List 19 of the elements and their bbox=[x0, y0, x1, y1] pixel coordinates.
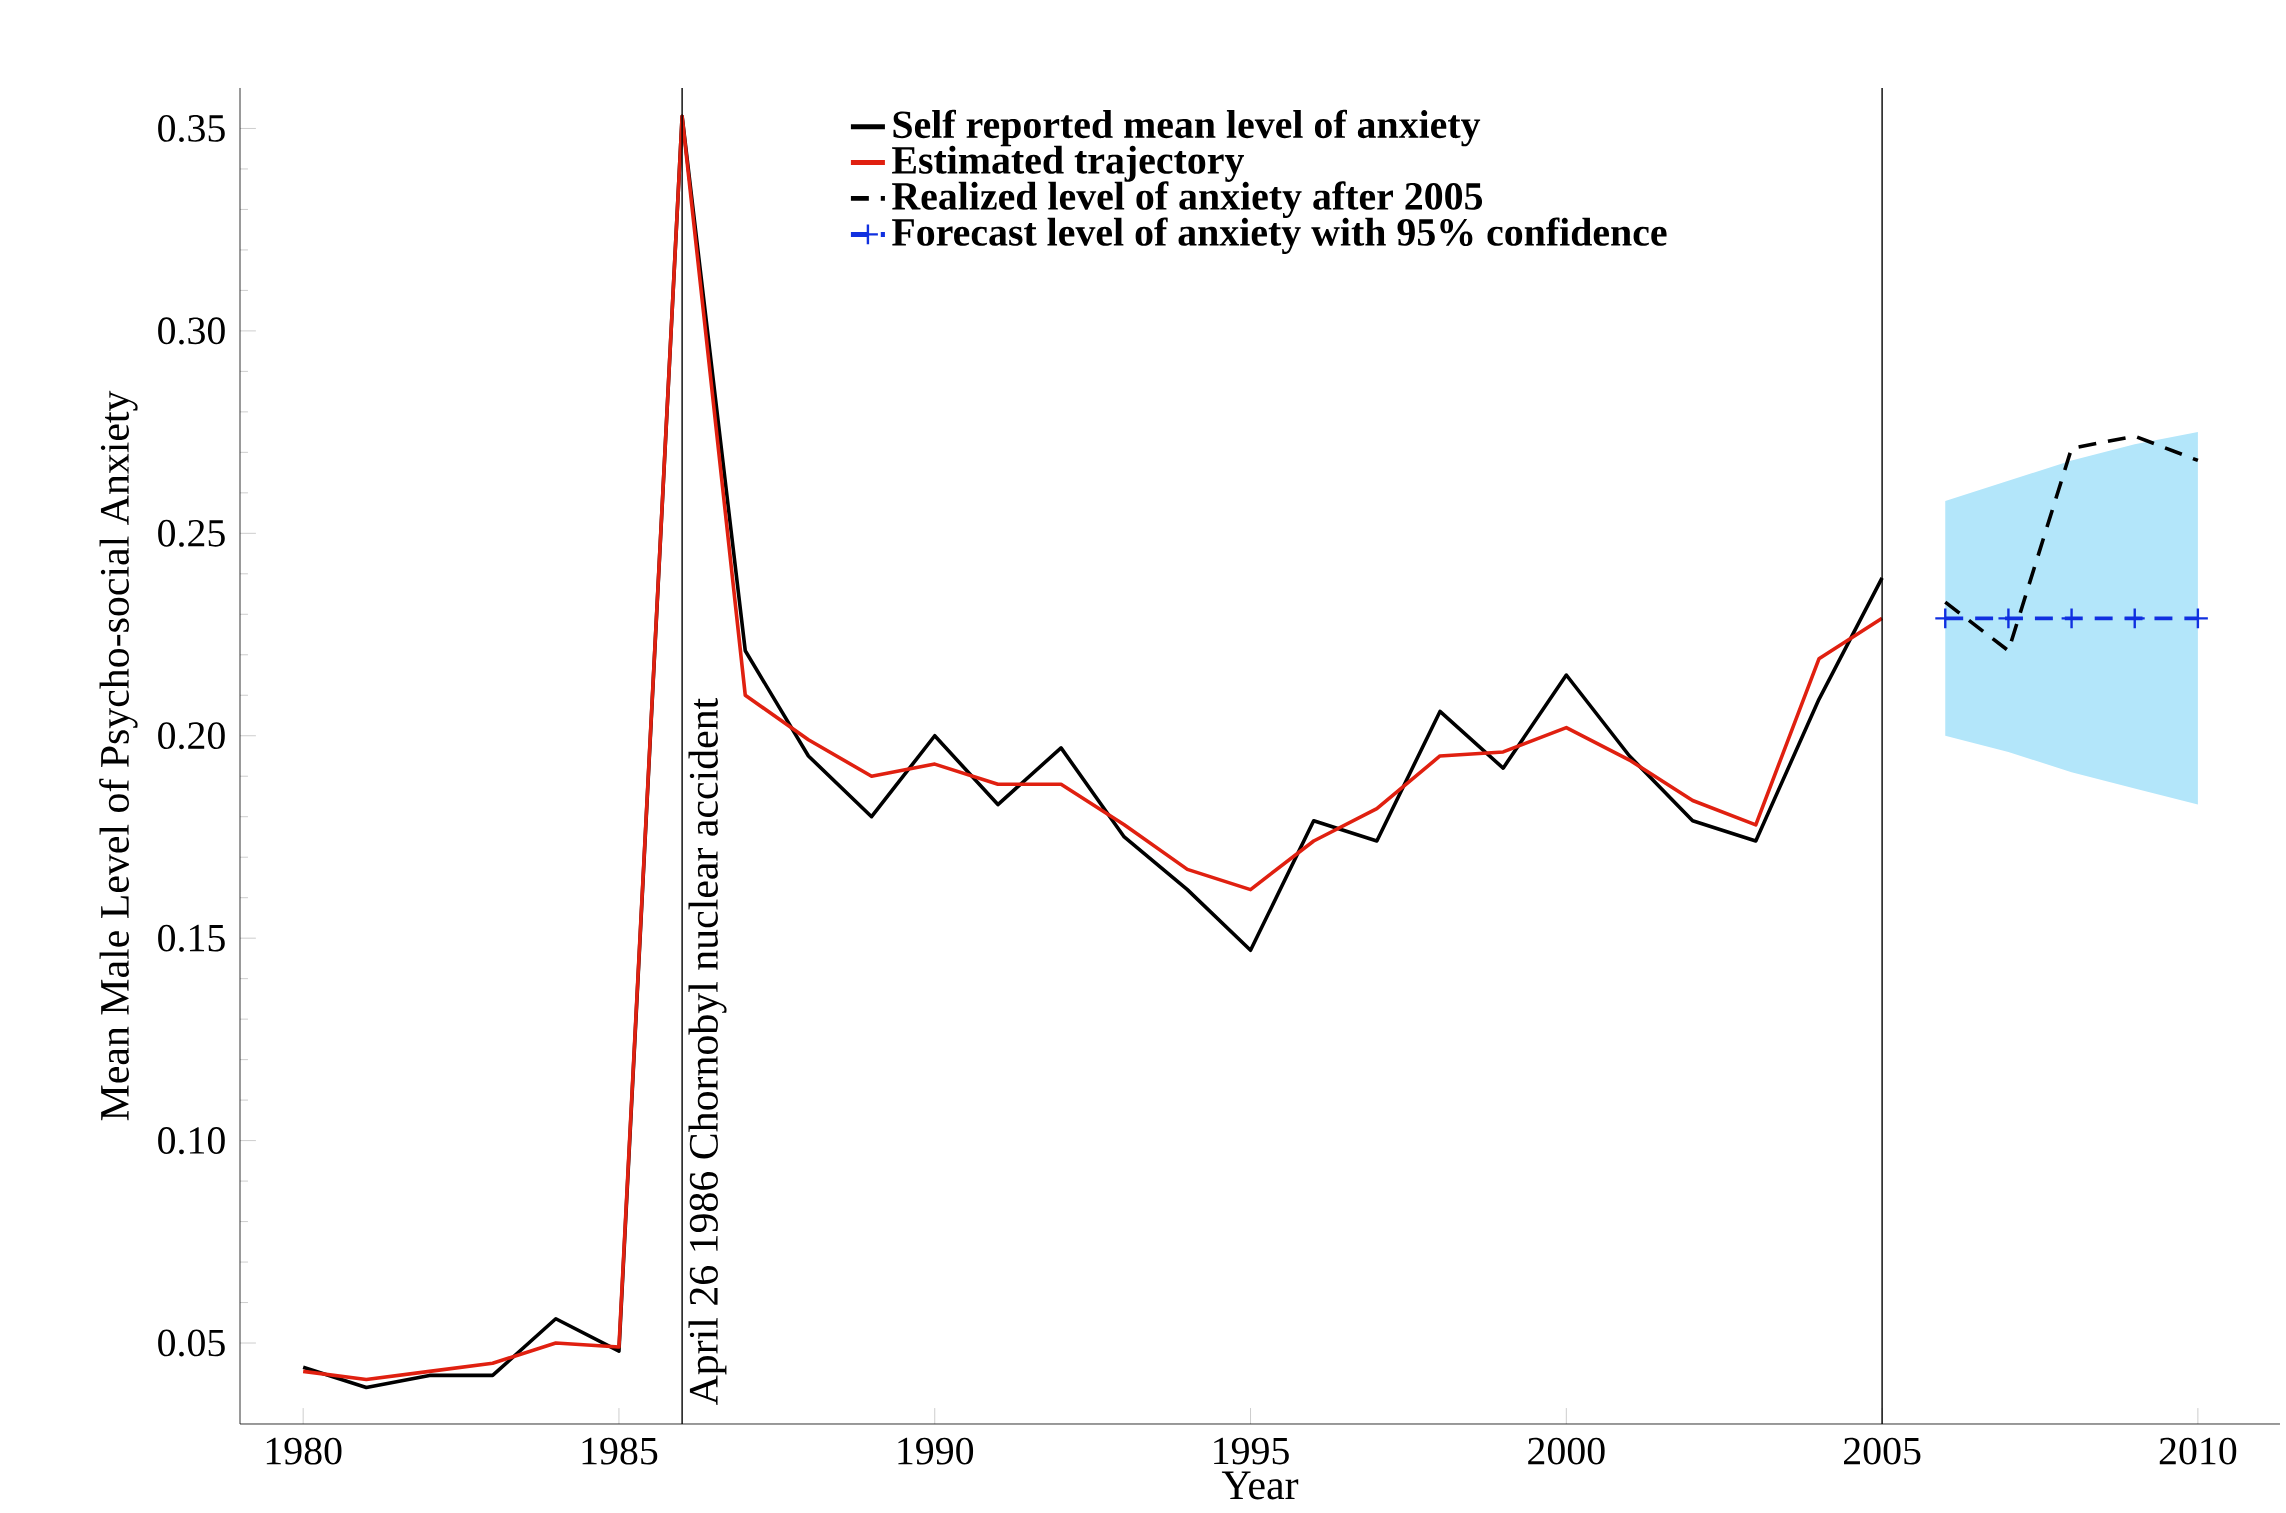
x-tick-label: 1985 bbox=[582, 1437, 658, 1465]
y-tick-label: 0.30 bbox=[158, 317, 225, 345]
x-tick-label: 1995 bbox=[1214, 1437, 1289, 1465]
x-tick-label: 2000 bbox=[1528, 1437, 1605, 1465]
ref-line-label: April 26 1986 Chornobyl nuclear accident bbox=[688, 698, 727, 1406]
x-tick-label: 1980 bbox=[266, 1437, 342, 1465]
y-tick-label: 0.05 bbox=[158, 1329, 225, 1357]
y-tick-label: 0.35 bbox=[158, 115, 225, 143]
y-tick-label: 0.20 bbox=[158, 722, 225, 750]
line-series bbox=[1943, 434, 2200, 653]
x-tick-label: 2010 bbox=[2159, 1437, 2237, 1465]
x-axis-title: Year bbox=[1221, 1471, 1299, 1500]
y-axis-title: Mean Male Level of Psycho-social Anxiety bbox=[99, 390, 138, 1121]
y-tick-label: 0.10 bbox=[158, 1127, 225, 1155]
x-tick-label: 2005 bbox=[1844, 1437, 1921, 1465]
legend-label: Forecast level of anxiety with 95% confidence bbox=[892, 217, 1667, 255]
y-tick-label: 0.25 bbox=[158, 519, 225, 548]
y-tick-label: 0.15 bbox=[158, 924, 225, 952]
x-tick-label: 1990 bbox=[898, 1437, 974, 1465]
